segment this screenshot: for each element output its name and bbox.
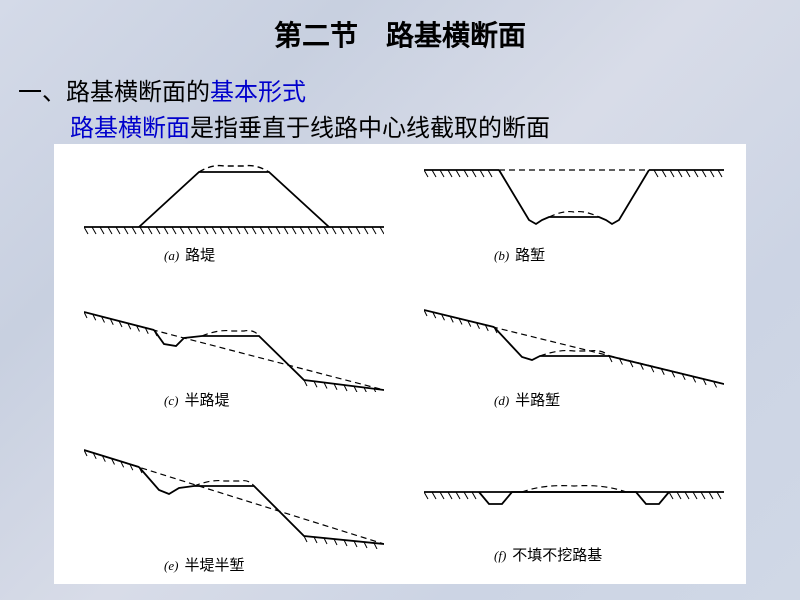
heading-prefix: 一、路基横断面的	[18, 80, 210, 106]
desc-emph: 路基横断面	[70, 116, 190, 142]
cross-section-svg	[424, 444, 724, 524]
cross-section-svg	[84, 302, 384, 392]
section-heading: 一、路基横断面的基本形式	[18, 72, 306, 107]
subfig-label: (c) 半路堤	[164, 389, 229, 410]
subfig-cutting	[424, 152, 724, 247]
cross-section-svg	[424, 152, 724, 242]
heading-emph: 基本形式	[210, 80, 306, 106]
subfig-half_cut	[424, 302, 724, 397]
cross-section-svg	[84, 152, 384, 242]
cross-section-svg	[424, 302, 724, 392]
subfig-label: (d) 半路堑	[494, 389, 560, 410]
slide-title: 第二节 路基横断面	[0, 14, 800, 54]
subfig-embankment	[84, 152, 384, 247]
subfig-tag: (d)	[494, 393, 509, 408]
subfig-tag: (a)	[164, 248, 179, 263]
subfig-name: 路堑	[515, 248, 545, 264]
subfig-label: (b) 路堑	[494, 244, 545, 265]
subfig-name: 路堤	[185, 248, 215, 264]
subfig-name: 半路堤	[184, 393, 229, 409]
desc-rest: 是指垂直于线路中心线截取的断面	[190, 116, 550, 142]
subfig-tag: (b)	[494, 248, 509, 263]
description-line: 路基横断面是指垂直于线路中心线截取的断面	[70, 108, 550, 143]
subfig-label: (f) 不填不挖路基	[494, 544, 602, 565]
subfig-name: 半堤半堑	[184, 558, 244, 574]
subfig-half_both	[84, 444, 384, 554]
subfig-label: (e) 半堤半堑	[164, 554, 244, 575]
subfig-name: 不填不挖路基	[512, 548, 602, 564]
subfig-label: (a) 路堤	[164, 244, 215, 265]
subfig-tag: (f)	[494, 548, 506, 563]
subfig-tag: (c)	[164, 393, 178, 408]
cross-section-svg	[84, 444, 384, 549]
subfig-tag: (e)	[164, 558, 178, 573]
subfig-half_fill	[84, 302, 384, 397]
figure-panel: (a) 路堤 (b) 路堑 (c) 半路堤 (d) 半路堑 (e) 半堤半堑 (f) 不填不挖路基	[54, 144, 746, 584]
subfig-name: 半路堑	[515, 393, 560, 409]
subfig-zero	[424, 444, 724, 529]
